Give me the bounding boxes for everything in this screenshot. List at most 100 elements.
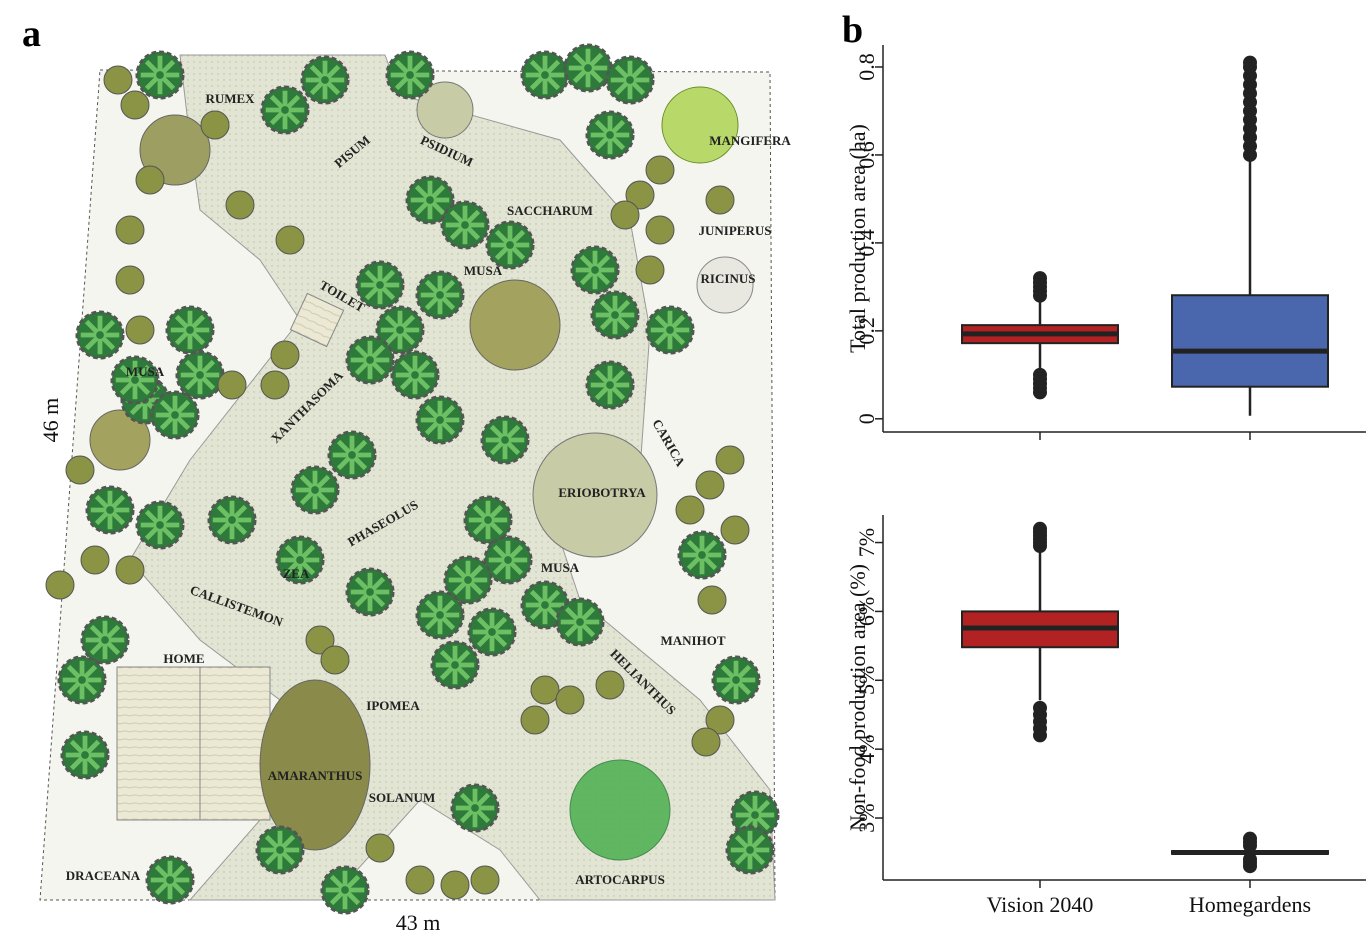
tree (209, 497, 255, 543)
tree (292, 467, 338, 513)
shrub (226, 191, 254, 219)
x-tick-label: Homegardens (1189, 892, 1311, 917)
shrub (271, 341, 299, 369)
tree (302, 57, 348, 103)
shrub (441, 871, 469, 899)
plant-label: SOLANUM (369, 790, 435, 805)
panel-label: b (842, 9, 863, 51)
y-tick-label: 0.8 (854, 53, 879, 81)
outlier (1243, 56, 1257, 70)
shrub (521, 706, 549, 734)
plant-label: AMARANTHUS (268, 768, 363, 783)
home (117, 667, 270, 820)
plant-label: MUSA (464, 263, 503, 278)
shrub (104, 66, 132, 94)
tree (322, 867, 368, 913)
outlier (1033, 701, 1047, 715)
shrub (116, 216, 144, 244)
shrub (261, 371, 289, 399)
x-tick-label: Vision 2040 (987, 892, 1094, 917)
height-label: 46 m (38, 398, 63, 443)
plant-label: MANGIFERA (709, 133, 791, 148)
tree (565, 45, 611, 91)
y-tick-label: 7% (854, 528, 879, 557)
shrub (126, 316, 154, 344)
y-tick-label: 0 (854, 413, 879, 424)
tree (347, 337, 393, 383)
tree (177, 352, 223, 398)
tree (137, 52, 183, 98)
tree (469, 609, 515, 655)
tree (679, 532, 725, 578)
plant-label: MANIHOT (661, 633, 726, 648)
outlier (1033, 522, 1047, 536)
shrub (611, 201, 639, 229)
shrub (46, 571, 74, 599)
plant-label: MUSA (126, 364, 165, 379)
canopy (470, 280, 560, 370)
outlier (1033, 368, 1047, 382)
shrub (696, 471, 724, 499)
y-axis-title: Non-food production area (%) (845, 564, 870, 831)
tree (522, 52, 568, 98)
shrub (406, 866, 434, 894)
tree (572, 247, 618, 293)
box (1172, 295, 1328, 386)
shrub (471, 866, 499, 894)
shrub (66, 456, 94, 484)
shrub (706, 186, 734, 214)
shrub (698, 586, 726, 614)
tree (432, 642, 478, 688)
tree (62, 732, 108, 778)
tree (442, 202, 488, 248)
tree (262, 87, 308, 133)
mangifera-tree (662, 87, 738, 163)
shrub (596, 671, 624, 699)
shrub (366, 834, 394, 862)
tree (417, 272, 463, 318)
shrub (81, 546, 109, 574)
plant-label: ZEA (283, 566, 310, 581)
shrub (116, 556, 144, 584)
outlier (1033, 271, 1047, 285)
plant-label: RUMEX (205, 91, 255, 106)
tree (482, 417, 528, 463)
tree (167, 307, 213, 353)
tree (77, 312, 123, 358)
plant-label: RICINUS (701, 271, 756, 286)
amaranthus-bed (260, 680, 370, 850)
tree (329, 432, 375, 478)
shrub (721, 516, 749, 544)
plant-label: ERIOBOTRYA (558, 485, 646, 500)
tree (387, 52, 433, 98)
shrub (646, 216, 674, 244)
tree (152, 392, 198, 438)
shrub (531, 676, 559, 704)
tree (417, 397, 463, 443)
tree (347, 569, 393, 615)
shrub (136, 166, 164, 194)
tree (147, 857, 193, 903)
shrub (692, 728, 720, 756)
artocarpus-tree (570, 760, 670, 860)
plant-label: SACCHARUM (507, 203, 593, 218)
outlier (1243, 832, 1257, 846)
tree (257, 827, 303, 873)
tree (647, 307, 693, 353)
shrub (636, 256, 664, 284)
shrub (321, 646, 349, 674)
shrub (218, 371, 246, 399)
plant-label: MUSA (541, 560, 580, 575)
shrub (201, 111, 229, 139)
plant-label: IPOMEA (366, 698, 420, 713)
tree (82, 617, 128, 663)
tree (727, 827, 773, 873)
figure: RUMEXPISUMPSIDIUMMANGIFERASACCHARUMJUNIP… (0, 0, 1366, 939)
plant-label: HOME (163, 651, 204, 666)
shrub (716, 446, 744, 474)
tree (392, 352, 438, 398)
tree (417, 592, 463, 638)
shrub (646, 156, 674, 184)
